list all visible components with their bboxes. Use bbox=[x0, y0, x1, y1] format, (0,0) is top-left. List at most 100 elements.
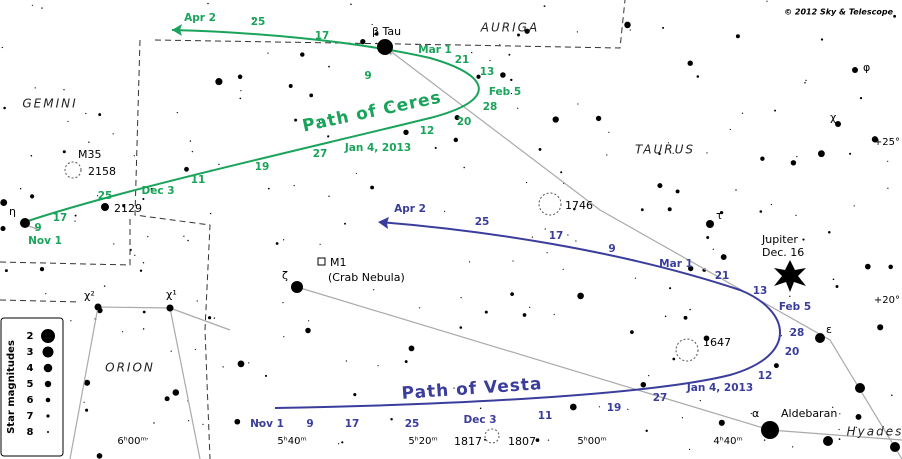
star bbox=[4, 269, 8, 273]
star bbox=[855, 413, 862, 420]
star bbox=[529, 306, 531, 308]
star bbox=[802, 238, 805, 241]
star bbox=[288, 84, 293, 88]
star bbox=[295, 439, 297, 441]
star bbox=[627, 408, 629, 410]
star bbox=[887, 160, 889, 162]
cluster bbox=[538, 192, 562, 216]
star bbox=[517, 107, 519, 109]
jupiter bbox=[774, 260, 806, 292]
star bbox=[264, 374, 268, 377]
star bbox=[318, 120, 321, 122]
ceres-date: 17 bbox=[315, 30, 330, 42]
star bbox=[1, 46, 3, 49]
star bbox=[164, 396, 170, 402]
star bbox=[239, 97, 242, 100]
star bbox=[345, 360, 348, 362]
star bbox=[248, 362, 250, 364]
star bbox=[766, 0, 768, 2]
declination-label: +25° bbox=[874, 137, 900, 148]
cluster bbox=[675, 338, 699, 362]
object-label: 1807 bbox=[508, 435, 536, 448]
ceres-date: 9 bbox=[34, 222, 41, 234]
star bbox=[640, 208, 644, 212]
ceres-date: 9 bbox=[364, 70, 371, 82]
star bbox=[774, 109, 777, 112]
legend-symbol bbox=[41, 329, 55, 343]
object-label: Aldebaran bbox=[781, 407, 837, 420]
star bbox=[820, 38, 824, 41]
star bbox=[34, 87, 36, 89]
star bbox=[547, 439, 550, 441]
star bbox=[795, 214, 797, 217]
star bbox=[134, 254, 136, 256]
star bbox=[849, 152, 852, 155]
star bbox=[796, 155, 798, 158]
star bbox=[139, 269, 143, 272]
star bbox=[83, 401, 85, 403]
vesta-date: Mar 1 bbox=[659, 258, 693, 270]
star bbox=[113, 243, 115, 245]
legend-label: 6 bbox=[27, 395, 34, 406]
star bbox=[630, 330, 634, 334]
star bbox=[463, 166, 465, 169]
star bbox=[374, 32, 379, 36]
star bbox=[789, 330, 791, 333]
star bbox=[552, 116, 559, 123]
vesta-date: Nov 1 bbox=[250, 418, 284, 430]
object-label: 2129 bbox=[114, 202, 142, 215]
constellation-label: TAURUS bbox=[635, 143, 695, 157]
star bbox=[282, 302, 284, 304]
star bbox=[0, 226, 6, 232]
legend-label: 2 bbox=[27, 331, 34, 342]
star bbox=[150, 187, 154, 191]
ceres-arrow bbox=[172, 24, 182, 36]
star bbox=[544, 228, 546, 230]
star bbox=[0, 199, 8, 207]
star bbox=[887, 187, 889, 189]
star bbox=[341, 441, 344, 444]
star bbox=[683, 315, 688, 320]
star bbox=[648, 375, 650, 377]
star bbox=[103, 285, 106, 287]
star bbox=[319, 243, 321, 245]
vesta-arrow bbox=[378, 217, 389, 229]
star bbox=[598, 406, 601, 408]
constellation-label: Hyades bbox=[847, 425, 902, 439]
star bbox=[546, 252, 548, 254]
object-label: η bbox=[9, 205, 16, 218]
star bbox=[522, 313, 527, 317]
legend-symbol bbox=[46, 414, 50, 418]
star bbox=[468, 261, 471, 263]
star bbox=[606, 154, 608, 156]
star bbox=[877, 324, 884, 331]
star bbox=[524, 28, 530, 34]
star bbox=[672, 357, 676, 361]
star bbox=[101, 203, 109, 211]
star bbox=[838, 438, 841, 440]
star bbox=[30, 154, 33, 157]
star bbox=[373, 289, 375, 291]
legend-title: Star magnitudes bbox=[6, 340, 17, 434]
star bbox=[207, 2, 209, 5]
ceres-date: Nov 1 bbox=[28, 235, 62, 247]
star bbox=[560, 171, 563, 174]
star bbox=[512, 260, 514, 262]
star bbox=[176, 111, 178, 114]
star bbox=[667, 207, 672, 212]
star bbox=[112, 133, 114, 135]
ceres-date: 13 bbox=[480, 66, 495, 78]
star bbox=[328, 195, 330, 197]
star bbox=[390, 418, 393, 421]
star bbox=[577, 292, 584, 300]
star bbox=[283, 336, 285, 338]
ra-label: 6ʰ00ᵐ bbox=[117, 436, 146, 447]
star bbox=[96, 453, 103, 459]
star bbox=[309, 93, 314, 98]
ra-label: 5ʰ00ᵐ bbox=[577, 436, 606, 447]
ceres-date: Jan 4, 2013 bbox=[344, 142, 411, 154]
ceres-date: Feb 5 bbox=[489, 86, 521, 98]
star bbox=[479, 407, 482, 409]
star bbox=[434, 146, 437, 149]
legend-label: 5 bbox=[27, 379, 34, 390]
